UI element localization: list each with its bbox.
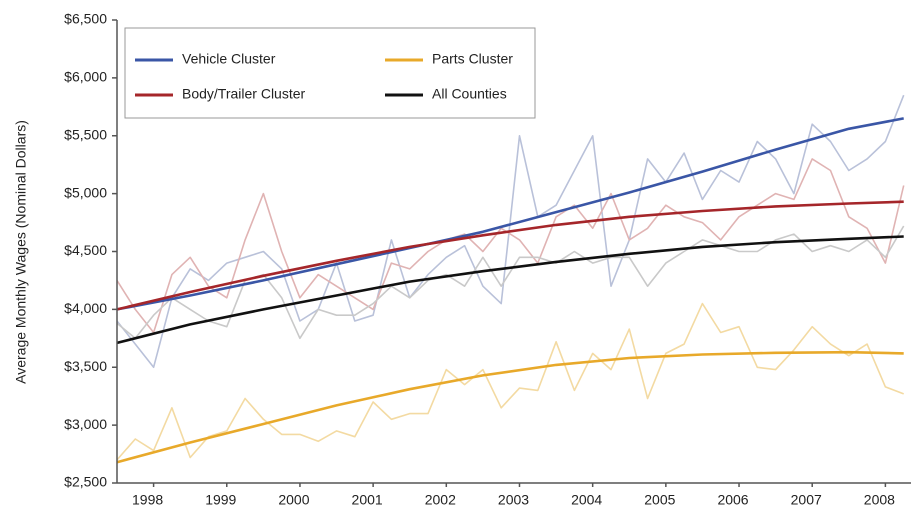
raw-line	[116, 302, 904, 461]
x-tick-label: 2008	[864, 492, 895, 508]
x-tick-label: 2003	[498, 492, 529, 508]
y-tick-label: $6,000	[64, 69, 107, 85]
y-tick-label: $5,500	[64, 126, 107, 142]
y-tick-label: $3,000	[64, 416, 107, 432]
x-tick-label: 2000	[278, 492, 309, 508]
legend-label: All Counties	[432, 86, 507, 102]
y-tick-label: $4,000	[64, 300, 107, 316]
trend-line	[116, 200, 904, 311]
x-tick-label: 2007	[791, 492, 822, 508]
trend-line	[116, 350, 904, 464]
legend-label: Body/Trailer Cluster	[182, 86, 306, 102]
y-axis-label: Average Monthly Wages (Nominal Dollars)	[13, 120, 29, 384]
y-tick-label: $5,000	[64, 184, 107, 200]
x-tick-label: 1998	[132, 492, 163, 508]
trend-line	[116, 117, 904, 311]
x-tick-label: 2002	[425, 492, 456, 508]
x-tick-label: 1999	[205, 492, 236, 508]
x-tick-label: 2005	[644, 492, 675, 508]
raw-line	[116, 158, 905, 334]
y-tick-label: $6,500	[64, 11, 107, 27]
x-tick-label: 2006	[717, 492, 748, 508]
legend-label: Vehicle Cluster	[182, 51, 276, 67]
raw-line	[116, 94, 905, 369]
legend-label: Parts Cluster	[432, 51, 513, 67]
x-tick-label: 2001	[352, 492, 383, 508]
y-tick-label: $4,500	[64, 242, 107, 258]
y-tick-label: $3,500	[64, 358, 107, 374]
x-tick-label: 2004	[571, 492, 602, 508]
y-tick-label: $2,500	[64, 474, 107, 490]
trend-line	[116, 235, 904, 345]
legend-box	[124, 27, 536, 119]
